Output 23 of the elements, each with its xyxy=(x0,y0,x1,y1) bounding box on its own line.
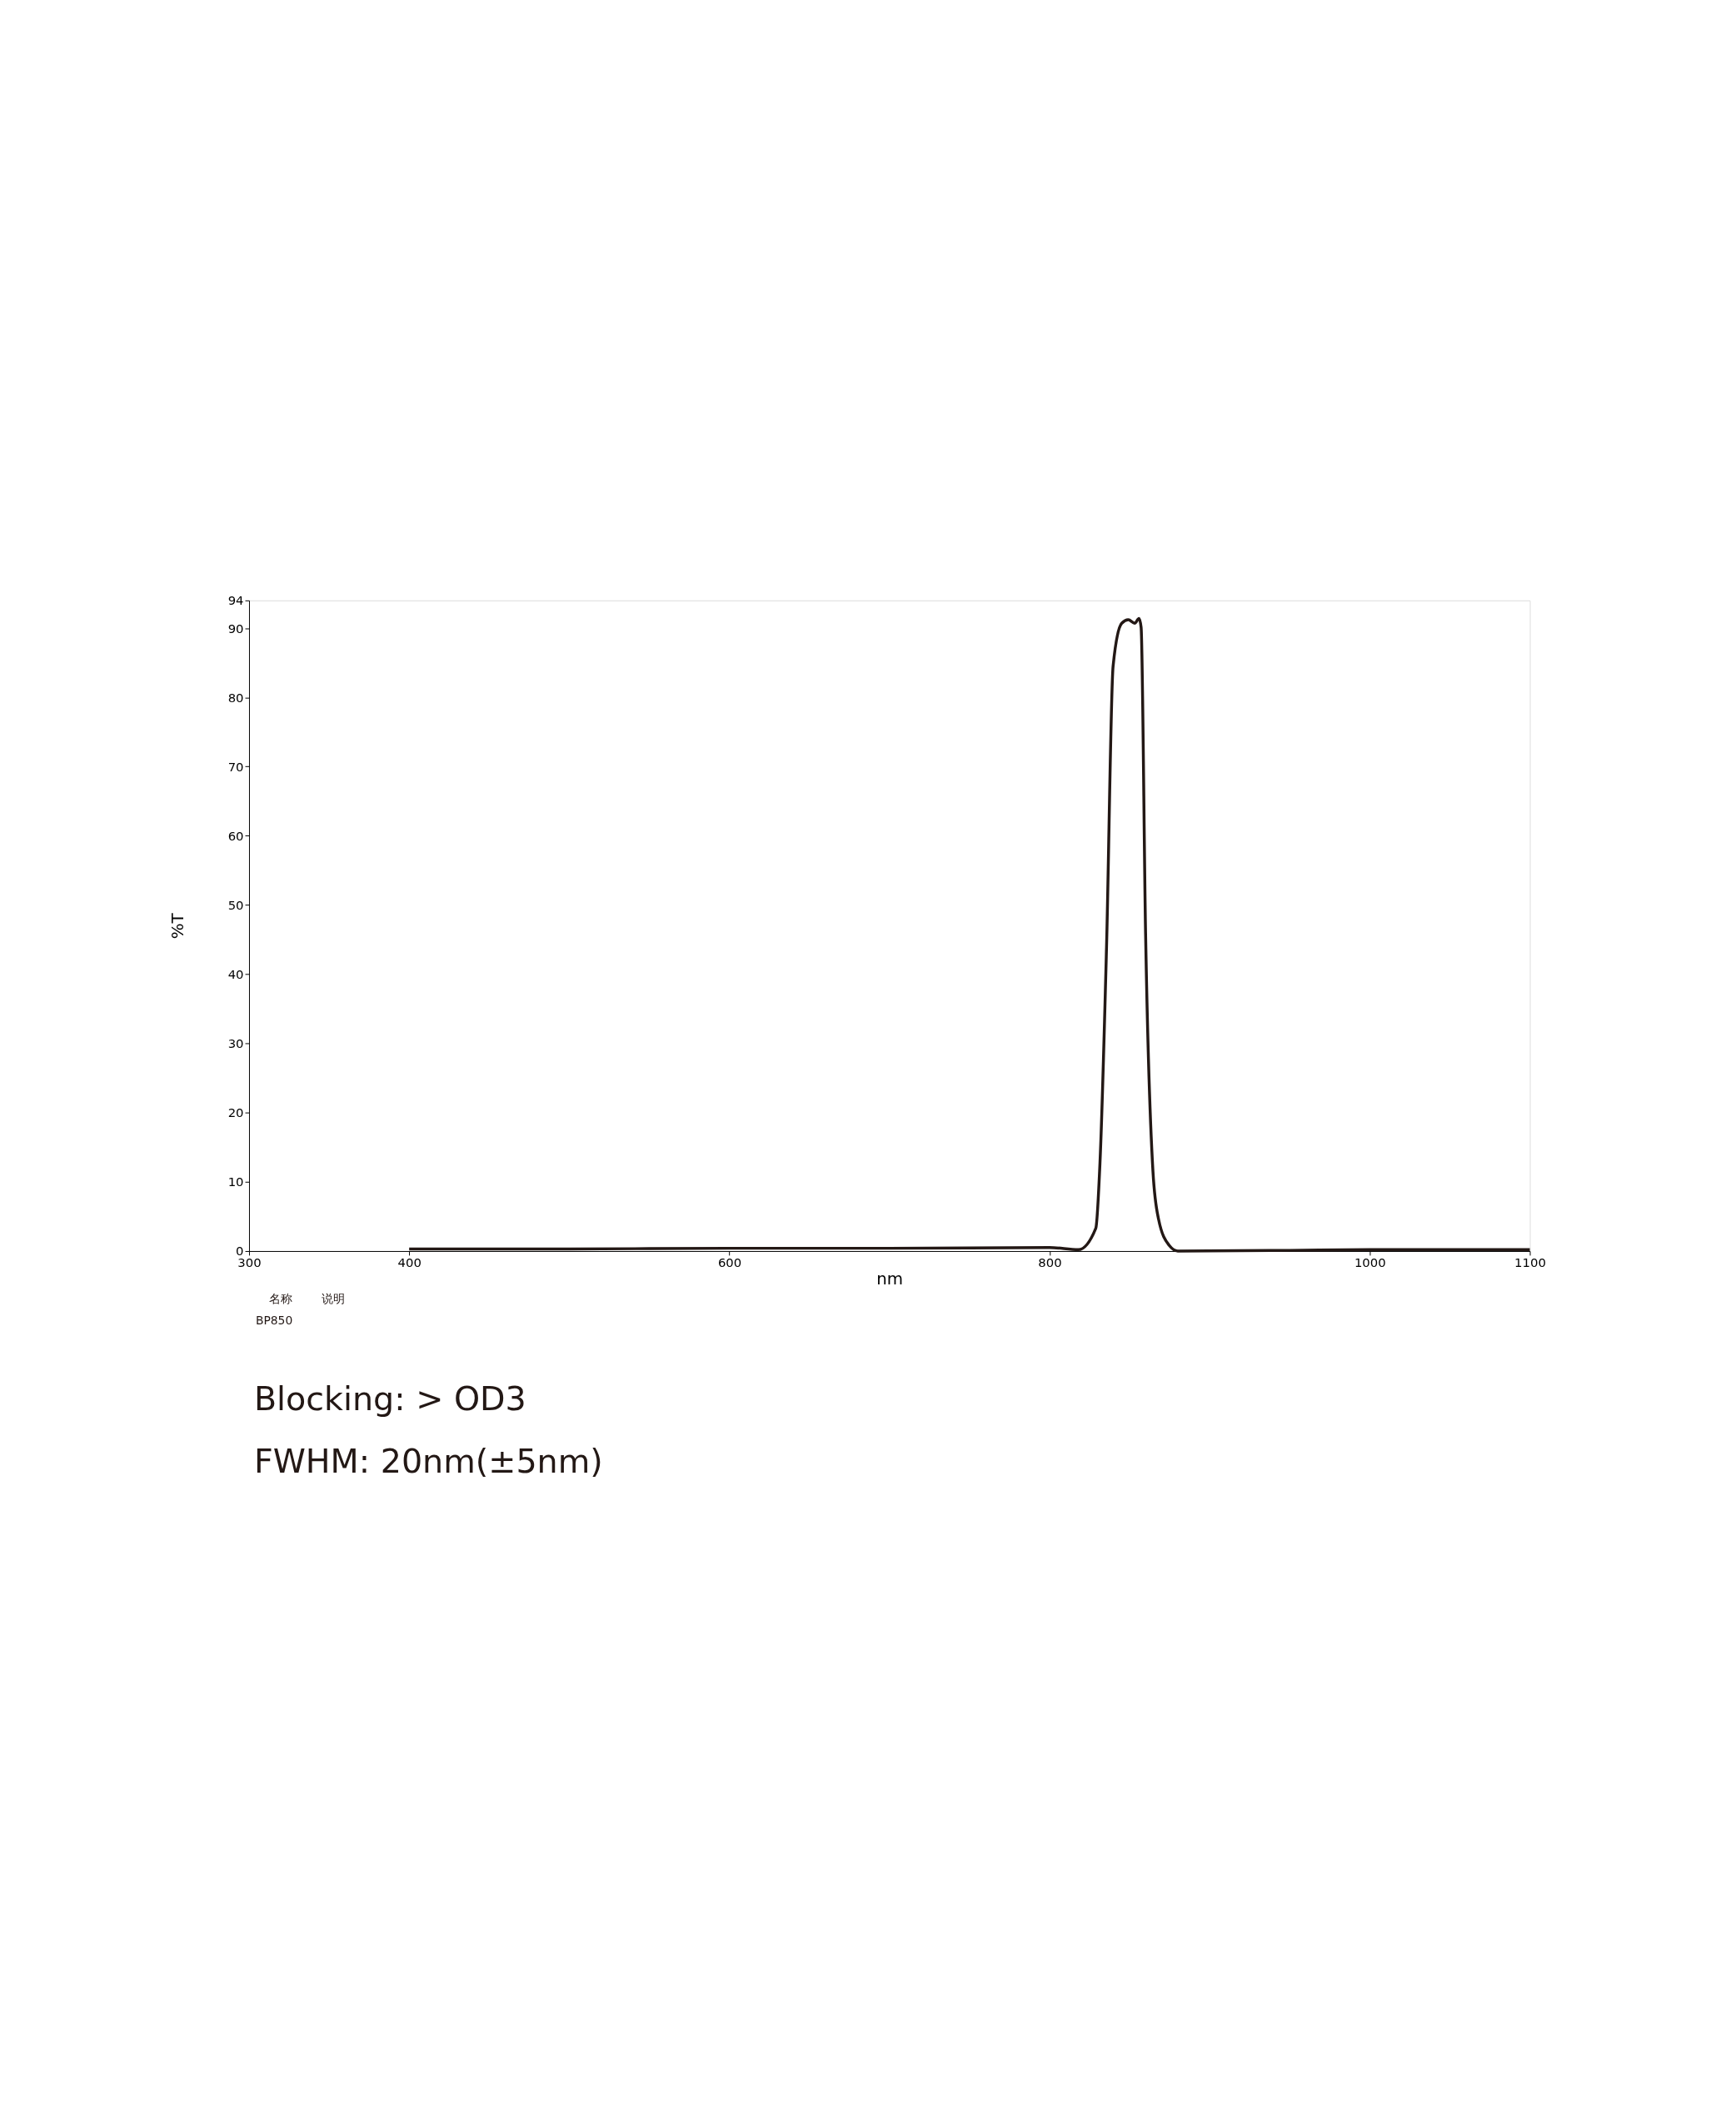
text: 名称 xyxy=(268,1292,292,1306)
y-tick-label: 10 xyxy=(227,1174,244,1190)
y-tick-label: 90 xyxy=(227,621,244,636)
line-series xyxy=(407,616,1532,1253)
y-tick-label: 40 xyxy=(227,967,244,983)
x-tick-label: 400 xyxy=(397,1255,422,1271)
x-axis-title: nm xyxy=(876,1269,904,1289)
x-tick-label: 600 xyxy=(717,1255,742,1271)
text: Blocking: > OD3 xyxy=(253,1379,526,1418)
y-tick-label: 80 xyxy=(227,690,244,706)
y-tick-label: 30 xyxy=(227,1036,244,1052)
y-axis-title: %T xyxy=(168,912,188,940)
x-tick-label: 1100 xyxy=(1514,1255,1546,1271)
y-tick-label: 60 xyxy=(227,828,244,844)
text: 说明 xyxy=(322,1292,346,1306)
y-tick-label: 50 xyxy=(227,897,244,913)
x-tick-label: 1000 xyxy=(1354,1255,1386,1271)
x-tick-label: 800 xyxy=(1038,1255,1062,1271)
y-tick-label: 70 xyxy=(227,759,244,775)
y-tick-label: 94 xyxy=(227,593,244,609)
text: BP850 xyxy=(255,1314,293,1328)
text: FWHM: 20nm(±5nm) xyxy=(253,1442,603,1481)
y-tick-label: 20 xyxy=(227,1105,244,1121)
